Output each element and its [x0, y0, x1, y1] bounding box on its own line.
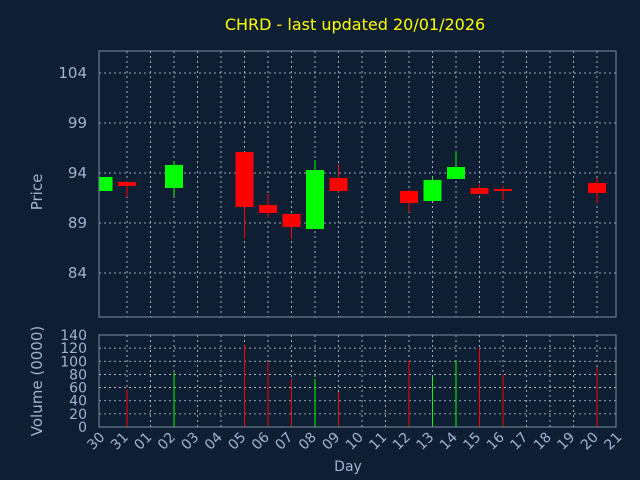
price-tick-label: 104 — [58, 64, 87, 82]
candle-body — [588, 183, 606, 193]
candle — [588, 178, 606, 203]
candle-body — [329, 178, 348, 191]
volume-tick-label: 100 — [60, 354, 87, 370]
volume-tick-label: 80 — [69, 367, 87, 383]
price-tick-labels: 84 89 94 99 104 — [58, 64, 87, 282]
candle-body — [118, 182, 136, 186]
candle — [235, 152, 254, 238]
candle — [400, 190, 418, 212]
price-panel-frame — [98, 50, 617, 318]
candle-body — [165, 165, 183, 188]
volume-tick-label: 20 — [69, 407, 87, 423]
volume-tick-label: 140 — [60, 328, 87, 344]
price-tick-label: 94 — [68, 164, 87, 182]
volume-tick-label: 40 — [69, 394, 87, 410]
price-tick-label: 84 — [68, 264, 87, 282]
candle-body — [447, 167, 465, 179]
price-grid — [99, 51, 616, 317]
candle-body — [494, 189, 512, 191]
volume-panel-frame — [98, 334, 617, 428]
candle-body — [259, 205, 277, 213]
volume-axis-label: Volume (0000) — [28, 326, 46, 436]
candle-body — [235, 152, 254, 207]
candle-body — [470, 188, 489, 194]
candle — [494, 186, 512, 200]
candle — [118, 181, 136, 197]
candle-body — [423, 180, 442, 201]
candle — [423, 177, 442, 201]
candle — [282, 214, 301, 239]
volume-tick-label: 0 — [78, 420, 87, 436]
candle — [470, 185, 489, 194]
x-axis-label: Day — [334, 459, 362, 475]
x-tick-labels: 30 31 01 02 03 04 05 06 07 08 09 10 11 12 13 14 15 16 17 18… — [84, 429, 625, 453]
candle — [306, 160, 324, 229]
chart-title: CHRD - last updated 20/01/2026 — [225, 15, 485, 34]
price-tick-label: 89 — [68, 214, 87, 232]
candle — [329, 164, 348, 193]
price-tick-label: 99 — [68, 114, 87, 132]
volume-tick-label: 60 — [69, 381, 87, 397]
candle-body — [400, 191, 418, 203]
candle — [447, 151, 465, 179]
candle-body — [99, 177, 113, 191]
y-axis-label: Price — [28, 174, 46, 211]
candle-body — [282, 214, 301, 227]
volume-bars — [126, 345, 598, 427]
candle — [165, 161, 183, 196]
volume-tick-label: 120 — [60, 341, 87, 357]
candle — [259, 194, 277, 218]
candles — [99, 151, 606, 239]
candle — [99, 177, 113, 191]
candle-body — [306, 170, 324, 229]
